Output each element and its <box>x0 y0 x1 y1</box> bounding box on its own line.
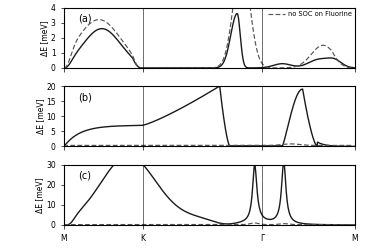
Legend: no SOC on Fluorine: no SOC on Fluorine <box>268 11 352 17</box>
Y-axis label: ΔE [meV]: ΔE [meV] <box>36 98 45 134</box>
Text: (c): (c) <box>79 170 92 180</box>
Text: (b): (b) <box>79 92 93 102</box>
Text: (a): (a) <box>79 14 92 24</box>
Y-axis label: ΔE [meV]: ΔE [meV] <box>36 177 45 212</box>
Y-axis label: ΔE [meV]: ΔE [meV] <box>41 20 49 56</box>
